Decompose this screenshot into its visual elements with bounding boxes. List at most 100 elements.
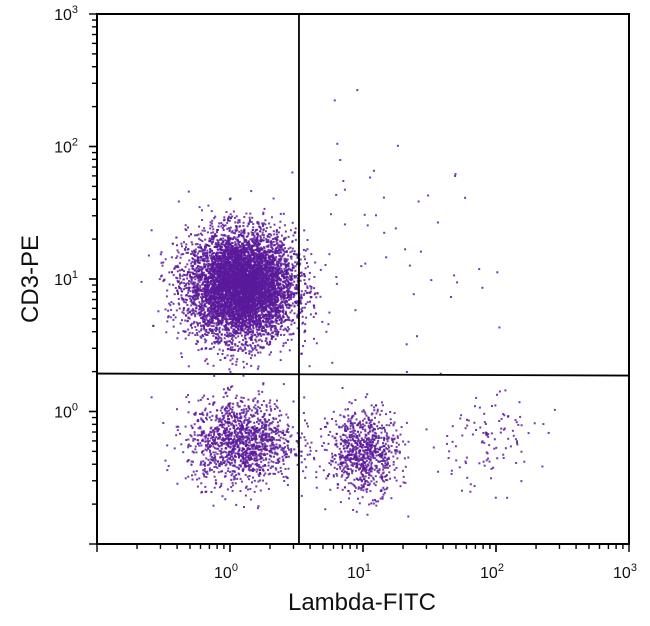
event-dot bbox=[278, 291, 281, 294]
event-dot bbox=[263, 288, 266, 291]
event-dot bbox=[228, 230, 231, 233]
event-dot bbox=[260, 313, 263, 316]
event-dot bbox=[309, 300, 311, 303]
event-dot bbox=[262, 321, 265, 324]
event-dot bbox=[226, 235, 229, 238]
event-dot bbox=[180, 288, 183, 291]
event-dot bbox=[213, 286, 216, 288]
event-dot bbox=[285, 314, 288, 317]
event-dot bbox=[219, 255, 222, 258]
event-dot bbox=[264, 301, 267, 304]
event-dot bbox=[206, 362, 209, 365]
event-dot bbox=[280, 234, 283, 237]
event-dot bbox=[249, 263, 252, 266]
event-dot bbox=[245, 264, 248, 267]
event-dot bbox=[179, 277, 182, 280]
event-dot bbox=[164, 308, 167, 311]
event-dot bbox=[205, 246, 207, 249]
event-dot bbox=[242, 329, 245, 332]
event-dot bbox=[247, 260, 250, 263]
event-dot bbox=[229, 197, 232, 200]
event-dot bbox=[212, 280, 214, 283]
event-dot bbox=[214, 281, 217, 284]
event-dot bbox=[284, 319, 287, 321]
event-dot bbox=[230, 270, 233, 272]
event-dot bbox=[282, 298, 285, 301]
event-dot bbox=[283, 267, 286, 270]
event-dot bbox=[190, 282, 193, 285]
event-dot bbox=[240, 232, 243, 235]
event-dot bbox=[276, 235, 279, 238]
event-dot bbox=[195, 328, 198, 331]
event-dot bbox=[296, 313, 299, 316]
event-dot bbox=[209, 307, 212, 309]
event-dot bbox=[276, 245, 279, 248]
event-dot bbox=[236, 255, 239, 258]
event-dot bbox=[211, 259, 214, 262]
event-dot bbox=[250, 324, 253, 326]
event-dot bbox=[191, 243, 194, 246]
event-dot bbox=[276, 268, 278, 271]
event-dot bbox=[232, 258, 235, 261]
event-dot bbox=[196, 324, 199, 327]
event-dot bbox=[201, 275, 204, 278]
event-dot bbox=[191, 264, 194, 267]
event-dot bbox=[261, 222, 264, 225]
event-dot bbox=[282, 283, 284, 286]
event-dot bbox=[235, 360, 238, 363]
event-dot bbox=[244, 311, 247, 314]
event-dot bbox=[224, 291, 227, 294]
event-dot bbox=[293, 312, 296, 315]
event-dot bbox=[257, 275, 260, 278]
event-dot bbox=[279, 260, 282, 262]
event-dot bbox=[163, 278, 166, 281]
event-dot bbox=[237, 319, 239, 322]
event-dot bbox=[200, 308, 203, 311]
event-dot bbox=[266, 333, 269, 336]
event-dot bbox=[281, 254, 284, 257]
event-dot bbox=[226, 344, 229, 347]
event-dot bbox=[204, 243, 207, 246]
event-dot bbox=[243, 252, 246, 255]
event-dot bbox=[254, 354, 256, 357]
event-dot bbox=[231, 291, 234, 294]
event-dot bbox=[256, 312, 259, 315]
event-dot bbox=[198, 225, 201, 228]
event-dot bbox=[262, 271, 265, 274]
event-dot bbox=[223, 244, 226, 247]
event-dot bbox=[253, 301, 256, 304]
event-dot bbox=[266, 342, 269, 345]
event-dot bbox=[335, 276, 338, 278]
event-dot bbox=[187, 226, 189, 229]
event-dot bbox=[284, 230, 287, 233]
event-dot bbox=[216, 305, 219, 308]
event-dot bbox=[280, 264, 283, 267]
event-dot bbox=[204, 305, 206, 308]
event-dot bbox=[182, 299, 185, 302]
event-dot bbox=[237, 240, 240, 243]
event-dot bbox=[204, 359, 207, 362]
event-dot bbox=[205, 302, 208, 305]
event-dot bbox=[211, 332, 213, 335]
event-dot bbox=[262, 303, 265, 306]
event-dot bbox=[251, 347, 254, 350]
event-dot bbox=[260, 327, 263, 330]
event-dot bbox=[234, 348, 236, 351]
event-dot bbox=[257, 244, 260, 247]
event-dot bbox=[208, 254, 211, 257]
event-dot bbox=[248, 220, 251, 223]
event-dot bbox=[233, 322, 236, 325]
event-dot bbox=[224, 224, 227, 227]
event-dot bbox=[208, 322, 211, 325]
event-dot bbox=[287, 285, 290, 288]
event-dot bbox=[264, 328, 267, 331]
event-dot bbox=[212, 313, 215, 316]
event-dot bbox=[288, 278, 291, 281]
event-dot bbox=[208, 277, 211, 280]
event-dot bbox=[277, 323, 280, 325]
event-dot bbox=[221, 318, 224, 321]
event-dot bbox=[201, 219, 204, 221]
event-dot bbox=[235, 321, 238, 324]
event-dot bbox=[293, 286, 296, 289]
